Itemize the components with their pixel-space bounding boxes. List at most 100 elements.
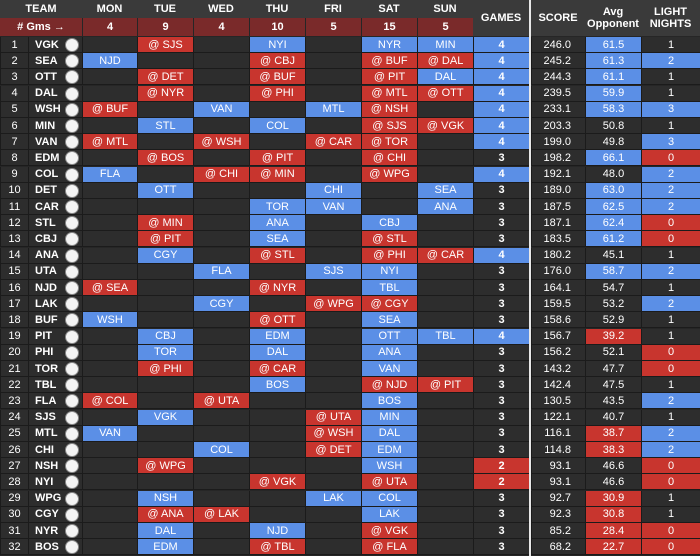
rank-cell: 13 [0,231,28,248]
team-cell: UTA [28,263,82,280]
team-name: EDM [35,151,60,164]
game-cell [305,361,361,377]
rank-cell: 29 [0,490,28,507]
game-cell [249,134,305,151]
game-cell [305,247,361,264]
game-cell: OTT [137,182,193,199]
team-cell: BUF [28,312,82,329]
score-cell: 192.1 [531,166,585,183]
game-cell: VGK [137,409,193,426]
game-cell [417,280,473,296]
team-cell: EDM [28,150,82,167]
game-cell [193,182,249,199]
game-cell: TBL [417,328,473,345]
game-cell [137,101,193,118]
team-name: PIT [35,330,53,343]
game-cell: @ DAL [417,53,473,70]
team-cell: CBJ [28,231,82,248]
rank-cell: 17 [0,296,28,313]
game-cell [249,296,305,313]
games-count-cell: 3 [473,377,529,394]
team-logo-icon [65,167,79,182]
game-cell: DAL [249,344,305,361]
game-cell [137,312,193,329]
game-cell [193,312,249,329]
games-count-cell: 3 [473,393,529,410]
game-cell [305,85,361,102]
game-cell: @ NSH [361,101,417,118]
game-cell [82,215,137,232]
game-cell [249,182,305,199]
avg-opponent-cell: 28.4 [585,523,641,539]
games-count-cell: 3 [473,490,529,507]
game-cell [193,458,249,475]
game-cell: CGY [193,296,249,313]
game-cell: @ SJS [361,118,417,134]
team-name: NYR [35,524,59,537]
game-cell: NSH [137,490,193,507]
score-cell: 93.1 [531,458,585,475]
team-logo-icon [65,426,79,441]
team-cell: LAK [28,296,82,313]
game-cell: @ TOR [361,134,417,151]
score-cell: 189.0 [531,182,585,199]
game-cell [82,263,137,280]
game-cell [417,312,473,329]
table-row: 25 MTL VAN @ WSH DAL 3 116.1 38.7 2 [0,425,700,442]
team-logo-icon [65,491,79,506]
team-name: ANA [35,249,59,262]
light-nights-cell: 2 [641,425,700,442]
games-count-cell: 3 [473,361,529,377]
rank-cell: 16 [0,280,28,296]
team-logo-icon [65,200,79,214]
score-cell: 233.1 [531,101,585,118]
light-nights-cell: 1 [641,280,700,296]
rank-cell: 23 [0,393,28,410]
game-cell [193,69,249,86]
light-nights-cell: 1 [641,37,700,53]
game-cell: @ PHI [249,85,305,102]
team-logo-icon [65,151,79,166]
light-nights-cell: 1 [641,506,700,523]
avg-opponent-cell: 62.4 [585,215,641,232]
rank-cell: 30 [0,506,28,523]
team-logo-icon [65,38,79,52]
game-cell: @ PIT [417,377,473,394]
game-cell: @ FLA [361,539,417,556]
game-cell: @ OTT [417,85,473,102]
team-cell: VAN [28,134,82,151]
game-cell: OTT [361,328,417,345]
game-cell: DAL [417,69,473,86]
table-row: 14 ANA CGY @ STL @ PHI @ CAR 4 180.2 45.1 1 [0,247,700,264]
game-cell [82,69,137,86]
game-cell [417,215,473,232]
game-cell [193,280,249,296]
rank-cell: 5 [0,101,28,118]
game-cell [417,344,473,361]
header-games: GAMES [480,12,522,24]
rank-cell: 12 [0,215,28,232]
team-cell: BOS [28,539,82,556]
avg-opponent-cell: 39.2 [585,328,641,345]
games-count-cell: 4 [473,53,529,70]
game-cell: @ VGK [361,523,417,539]
avg-opponent-cell: 47.7 [585,361,641,377]
header-count-wed: 4 [193,18,249,36]
light-nights-cell: 2 [641,182,700,199]
rank-cell: 10 [0,182,28,199]
header-gms-label: # Gms → [0,18,82,36]
game-cell: CGY [137,247,193,264]
column-divider [529,0,531,556]
game-cell [249,458,305,475]
game-cell [82,361,137,377]
game-cell [193,425,249,442]
score-cell: 180.2 [531,247,585,264]
team-cell: TOR [28,361,82,377]
table-row: 31 NYR DAL NJD @ VGK 3 85.2 28.4 0 [0,523,700,539]
game-cell: COL [249,118,305,134]
game-cell: ANA [417,199,473,215]
game-cell: MIN [417,37,473,53]
game-cell: LAK [361,506,417,523]
light-nights-cell: 1 [641,490,700,507]
game-cell: EDM [249,328,305,345]
